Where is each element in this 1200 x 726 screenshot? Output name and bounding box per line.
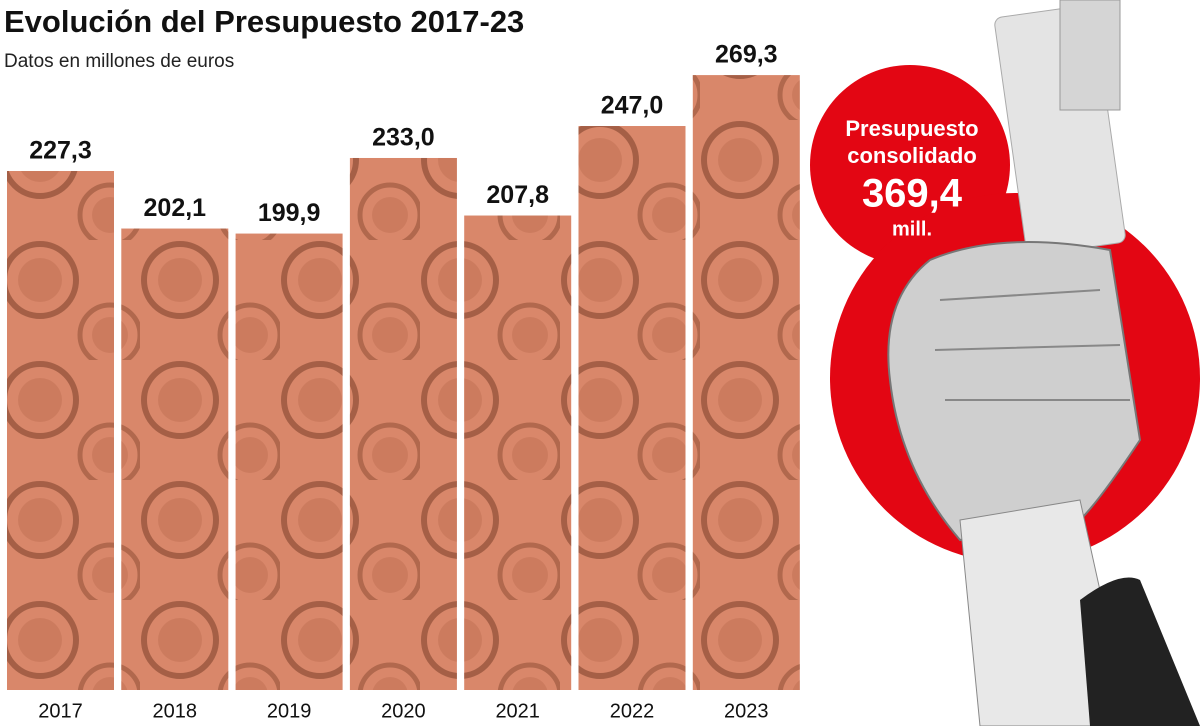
annotation-text: Presupuesto <box>845 116 978 141</box>
annotation-unit: mill. <box>892 218 932 240</box>
x-tick-label: 2022 <box>610 700 655 722</box>
x-tick-label: 2021 <box>495 700 540 722</box>
bar-texture <box>578 126 686 691</box>
bar-texture <box>121 228 229 690</box>
x-tick-label: 2023 <box>724 700 769 722</box>
x-tick-label: 2017 <box>38 700 83 722</box>
value-label: 227,3 <box>29 137 92 165</box>
chart-title: Evolución del Presupuesto 2017-23 <box>4 4 524 39</box>
x-tick-label: 2020 <box>381 700 426 722</box>
value-label: 233,0 <box>372 124 435 152</box>
bar-texture <box>7 170 114 690</box>
chart-subtitle: Datos en millones de euros <box>4 51 234 72</box>
annotation-text: consolidado <box>847 143 977 168</box>
value-label: 199,9 <box>258 199 321 227</box>
annotation-value: 369,4 <box>862 172 963 216</box>
value-label: 269,3 <box>715 41 778 69</box>
bar-texture <box>349 157 457 690</box>
bar-texture <box>235 233 343 691</box>
value-label: 207,8 <box>486 181 549 209</box>
annotation: Presupuesto consolidado 369,4 mill. <box>845 116 978 240</box>
bar-texture <box>464 215 572 691</box>
x-tick-label: 2018 <box>153 700 198 722</box>
decoration <box>810 0 1200 726</box>
x-tick-label: 2019 <box>267 700 312 722</box>
bar-texture <box>692 75 800 691</box>
value-label: 202,1 <box>144 194 207 222</box>
value-label: 247,0 <box>601 92 664 120</box>
